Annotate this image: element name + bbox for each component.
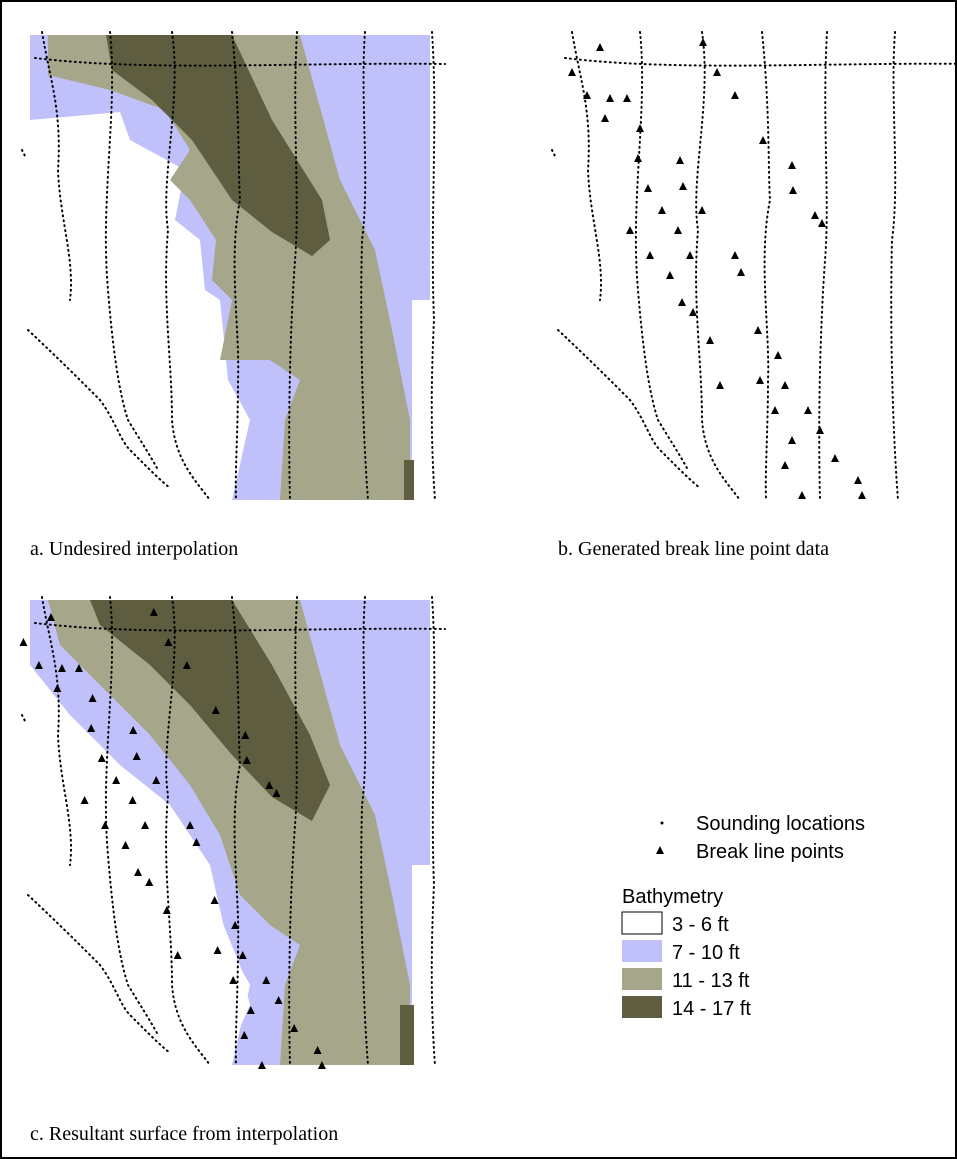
map-c (19, 597, 445, 1069)
break-point (636, 124, 644, 132)
break-point (122, 841, 130, 849)
break-point (854, 476, 862, 484)
break-point (19, 638, 27, 646)
break-point (818, 219, 826, 227)
break-point (788, 161, 796, 169)
break-point (781, 461, 789, 469)
break-point (646, 251, 654, 259)
map-b (552, 32, 957, 500)
break-point (811, 211, 819, 219)
figure: a. Undesired interpolation b. Generated … (0, 0, 957, 1159)
legend-swatch (622, 912, 662, 934)
break-point (699, 38, 707, 46)
break-point (634, 154, 642, 162)
break-point (804, 406, 812, 414)
caption-b: b. Generated break line point data (558, 538, 829, 560)
legend-title: Bathymetry (622, 886, 723, 908)
legend-label: 11 - 13 ft (672, 970, 750, 992)
legend-swatch (622, 940, 662, 962)
break-point (112, 776, 120, 784)
legend-label: 14 - 17 ft (672, 998, 751, 1020)
break-point (706, 336, 714, 344)
caption-a: a. Undesired interpolation (30, 538, 238, 560)
break-point (679, 182, 687, 190)
legend-swatch (622, 996, 662, 1018)
break-point (774, 351, 782, 359)
break-point (163, 906, 171, 914)
break-point (789, 186, 797, 194)
legend-label: 3 - 6 ft (672, 914, 729, 936)
break-point (771, 406, 779, 414)
break-point (596, 43, 604, 51)
frame (1, 1, 956, 1158)
break-point (674, 226, 682, 234)
break-point (816, 426, 824, 434)
break-point (731, 91, 739, 99)
break-point (759, 136, 767, 144)
caption-c: c. Resultant surface from interpolation (30, 1123, 338, 1145)
sounding-symbol (661, 822, 664, 825)
legend: Sounding locations Break line points Bat… (622, 813, 865, 1020)
break-point (788, 436, 796, 444)
break-point (858, 491, 866, 499)
break-point (601, 114, 609, 122)
break-point (686, 251, 694, 259)
break-point (145, 878, 153, 886)
break-point (174, 951, 182, 959)
break-point (731, 251, 739, 259)
break-point (716, 381, 724, 389)
break-point (798, 491, 806, 499)
legend-label: Break line points (696, 841, 844, 863)
map-a (22, 32, 445, 500)
break-point (658, 206, 666, 214)
break-point (781, 381, 789, 389)
break-point (756, 376, 764, 384)
break-point (713, 68, 721, 76)
break-point (737, 268, 745, 276)
legend-label: Sounding locations (696, 813, 865, 835)
break-point (623, 94, 631, 102)
break-point (101, 821, 109, 829)
legend-swatch (622, 968, 662, 990)
break-point (134, 868, 142, 876)
break-point (666, 271, 674, 279)
break-point (831, 454, 839, 462)
break-point (676, 156, 684, 164)
break-point (98, 754, 106, 762)
break-point (81, 796, 89, 804)
break-point (644, 184, 652, 192)
legend-label: 7 - 10 ft (672, 942, 740, 964)
break-point (698, 206, 706, 214)
break-point (626, 226, 634, 234)
break-point (689, 308, 697, 316)
break-symbol (656, 846, 664, 854)
break-point (678, 298, 686, 306)
break-point (754, 326, 762, 334)
break-point (568, 68, 576, 76)
break-point (606, 94, 614, 102)
